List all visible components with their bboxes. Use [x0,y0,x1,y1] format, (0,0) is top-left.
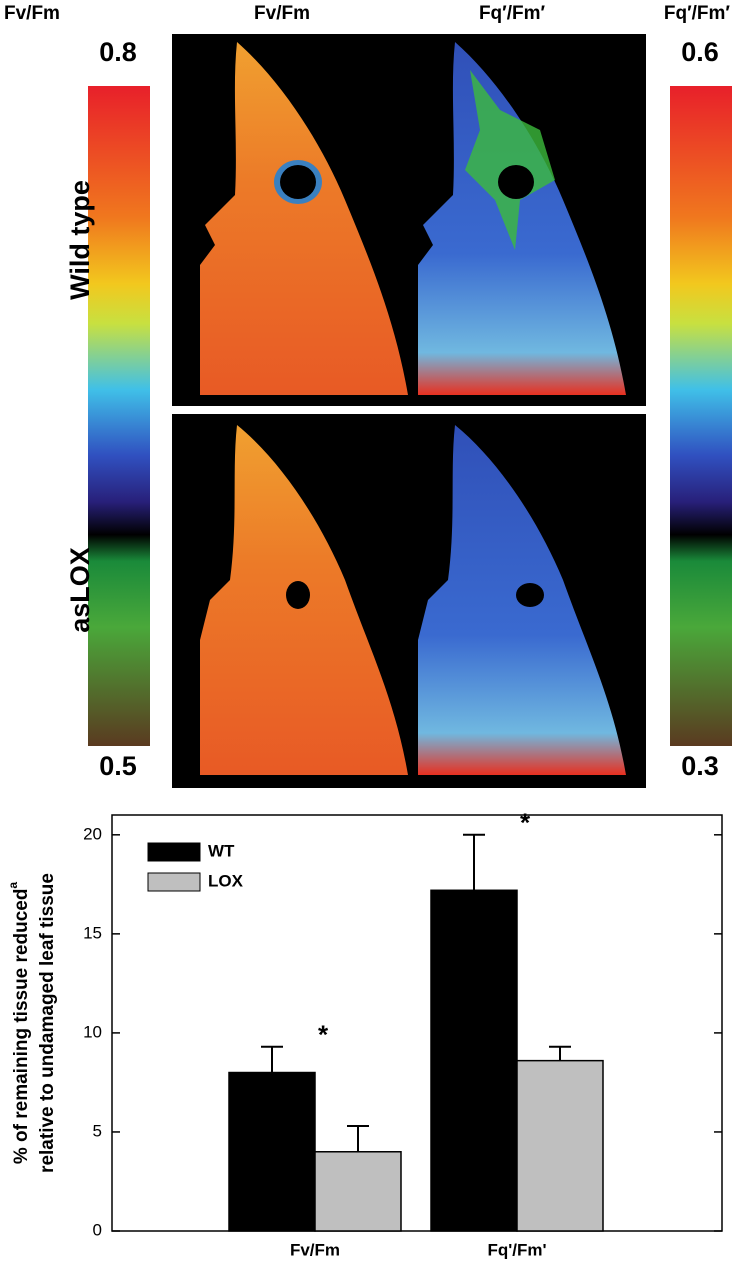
plot: 0 5 10 15 20 Fv/Fm * Fq'/Fm' * WT LOX [83,808,722,1259]
colorbar-max: 0.8 [99,37,137,67]
legend-label: LOX [208,871,244,890]
bar [516,1059,604,1232]
y-tick-label: 20 [83,824,102,843]
bar [314,1151,402,1232]
colorbar-min: 0.3 [681,751,719,781]
colorbar-max: 0.6 [681,37,719,67]
superscript: a [6,882,20,889]
error-bar [463,833,485,891]
legend-swatch [147,842,201,862]
x-tick-label: Fv/Fm [290,1240,340,1259]
error-bar [549,1045,571,1061]
y-tick-label: 15 [83,923,102,942]
x-tick-label: Fq'/Fm' [487,1240,546,1259]
bar [430,889,518,1232]
y-axis-label: % of remaining tissue reduceda [6,882,32,1165]
error-bar [347,1125,369,1152]
row-title: asLOX [65,547,95,633]
y-axis-label-line: % of remaining tissue reduced [11,889,32,1165]
y-axis-label: relative to undamaged leaf tissue [37,873,58,1173]
colorbar [88,86,150,746]
significance-marker: * [520,808,531,838]
colorbar-title: Fv/Fm [4,3,60,24]
colorbar-min: 0.5 [99,751,137,781]
bar [228,1071,316,1232]
column-title: Fq′/Fm′ [479,3,546,24]
colorbar-title: Fq′/Fm′ [664,3,731,24]
column-title: Fv/Fm [254,3,310,24]
y-tick-label: 5 [93,1121,102,1140]
legend-label: WT [208,841,235,860]
colorbar [670,86,732,746]
legend-swatch [147,872,201,892]
y-tick-label: 10 [83,1022,102,1041]
plot-frame [111,814,723,1232]
significance-marker: * [318,1020,329,1050]
error-bar [261,1045,283,1073]
row-title: Wild type [65,180,95,300]
leaf-images [172,34,646,788]
y-tick-label: 0 [93,1220,102,1239]
